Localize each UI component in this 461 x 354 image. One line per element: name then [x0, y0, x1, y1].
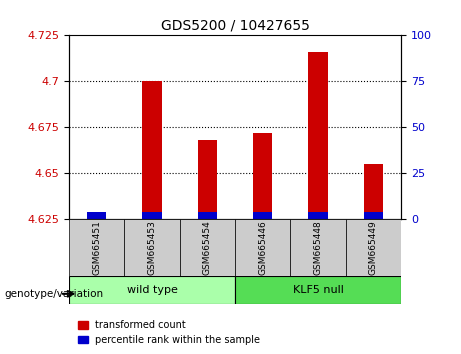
Bar [253, 212, 272, 219]
Bar [364, 212, 383, 219]
Bar [253, 133, 272, 219]
Bar [198, 212, 217, 219]
Text: wild type: wild type [127, 285, 177, 295]
Bar [364, 164, 383, 219]
Text: GSM665446: GSM665446 [258, 221, 267, 275]
FancyBboxPatch shape [69, 276, 235, 304]
FancyBboxPatch shape [124, 219, 180, 276]
Bar [308, 52, 328, 219]
Text: GSM665451: GSM665451 [92, 220, 101, 275]
Bar [87, 216, 106, 219]
FancyBboxPatch shape [180, 219, 235, 276]
Text: GSM665449: GSM665449 [369, 221, 378, 275]
FancyBboxPatch shape [235, 219, 290, 276]
Bar [142, 81, 162, 219]
Bar [308, 212, 328, 219]
FancyBboxPatch shape [69, 219, 124, 276]
Text: genotype/variation: genotype/variation [5, 289, 104, 299]
Legend: transformed count, percentile rank within the sample: transformed count, percentile rank withi… [74, 316, 264, 349]
Text: GSM665453: GSM665453 [148, 220, 157, 275]
FancyBboxPatch shape [235, 276, 401, 304]
Text: GSM665454: GSM665454 [203, 221, 212, 275]
Bar [142, 212, 162, 219]
Title: GDS5200 / 10427655: GDS5200 / 10427655 [161, 19, 309, 33]
Text: GSM665448: GSM665448 [313, 221, 323, 275]
FancyBboxPatch shape [290, 219, 346, 276]
Bar [87, 212, 106, 219]
Bar [198, 140, 217, 219]
FancyBboxPatch shape [346, 219, 401, 276]
Text: KLF5 null: KLF5 null [293, 285, 343, 295]
